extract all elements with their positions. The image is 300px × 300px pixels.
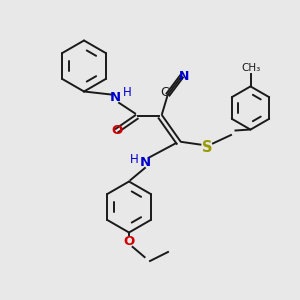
Text: S: S	[202, 140, 212, 154]
Text: N: N	[110, 91, 121, 104]
Text: H: H	[122, 86, 131, 100]
Text: C: C	[160, 86, 169, 99]
Text: CH₃: CH₃	[241, 63, 260, 73]
Text: N: N	[179, 70, 190, 83]
Text: O: O	[123, 235, 135, 248]
Text: O: O	[111, 124, 123, 137]
Text: H: H	[130, 152, 139, 166]
Text: N: N	[140, 155, 151, 169]
